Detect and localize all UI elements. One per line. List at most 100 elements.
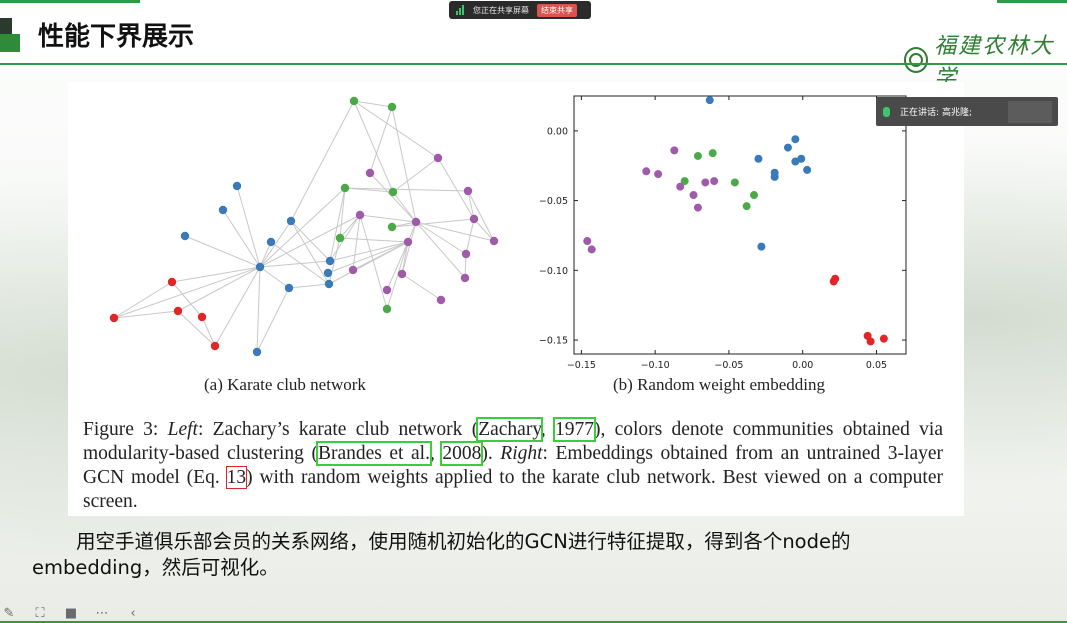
screen-share-bar: 您正在共享屏幕 结束共享 [449,1,591,19]
scatter-point [829,277,838,286]
network-edge [339,214,361,239]
network-edge [236,185,261,268]
network-node [349,96,359,106]
x-tick-label: −0.15 [567,360,596,371]
network-edge [391,218,475,228]
network-node [197,312,207,322]
scatter-point [693,203,702,212]
network-edge [392,157,439,193]
scatter-point [797,154,806,163]
network-edge [369,106,393,174]
network-edge [177,266,261,312]
speaking-label: 正在讲话: [900,108,940,118]
camera-icon[interactable]: ■ [64,605,78,621]
network-node [469,214,479,224]
bottom-accent-line [0,621,1067,623]
scatter-point [754,154,763,163]
caption-prefix: Figure 3: [83,419,168,440]
network-node [387,222,397,232]
screenshot-icon[interactable]: ⛶ [35,605,45,621]
mic-icon [883,106,890,117]
network-edge [214,266,261,347]
network-node [180,231,190,241]
pen-icon[interactable]: ✎ [3,605,15,621]
network-node [335,233,345,243]
scatter-point [670,146,679,155]
network-node [489,236,499,246]
y-tick-label: −0.15 [539,336,568,347]
speaking-indicator: 正在讲话: 高兆隆; [876,97,1058,126]
signal-icon [456,5,465,15]
network-node [382,285,392,295]
citation-link[interactable]: 1977 [552,417,596,442]
network-edge [401,241,409,275]
citation-link[interactable]: Brandes et al. [315,441,432,466]
caption-segment: ) with random weights applied to the kar… [83,467,943,512]
network-node [433,153,443,163]
network-edge [473,218,495,242]
network-edge [467,190,475,220]
network-edge [222,209,261,268]
network-edge [259,241,272,268]
network-edge [256,287,290,353]
network-node [323,268,333,278]
citation-link[interactable]: 2008 [440,441,484,466]
network-edge [339,237,409,243]
network-edge [113,281,173,319]
figure-caption-text: Figure 3: Left: Zachary’s karate club ne… [83,417,944,514]
scatter-point [866,337,875,346]
caption-segment: : Embeddings obtained from an untrained … [83,443,944,488]
network-node [355,210,365,220]
more-icon[interactable]: ⋯ [95,605,109,621]
scatter-point [701,178,710,187]
network-node [255,262,265,272]
embedding-scatter-plot: −0.15 −0.10 −0.05 0.00 0.05 0.00 −0.05 −0.10 −0.… [539,95,907,371]
network-node [325,256,335,266]
network-edge [401,221,417,275]
network-edge [352,214,361,271]
caption-b: (b) Random weight embedding [613,375,825,394]
stop-share-button[interactable]: 结束共享 [537,3,577,17]
network-edge [386,241,409,310]
network-edge [256,266,261,353]
network-edge [329,187,346,262]
scatter-point [750,191,759,200]
network-edge [328,237,341,285]
network-edge [465,218,475,255]
scatter-point [689,191,698,200]
caption-a: (a) Karate club network [204,375,366,394]
network-node [382,304,392,314]
x-tick-label: −0.10 [641,360,670,371]
x-tick-label: 0.00 [792,360,813,371]
network-edge [259,266,290,289]
network-node [210,341,220,351]
citation-link[interactable]: Zachary [476,417,543,442]
caption-segment: , [429,443,443,464]
network-edge [415,221,467,255]
network-edge [392,191,417,223]
scatter-point [710,177,719,186]
network-edge [113,266,261,319]
scatter-point [642,167,651,176]
network-edge [401,273,442,301]
equation-link[interactable]: 13 [225,466,248,489]
scatter-point [705,96,714,105]
network-edge [270,241,330,285]
network-edge [290,220,331,262]
network-node [340,183,350,193]
network-node [388,187,398,197]
slide-title: 性能下界展示 [38,22,195,52]
bottom-toolbar: ✎ ⛶ ■ ⋯ ‹ [0,603,155,623]
scatter-point [791,135,800,144]
network-edge [391,106,417,223]
description-line-2: embedding，然后可视化。 [32,556,279,579]
network-node [463,186,473,196]
scatter-point [587,245,596,254]
network-edge [290,100,355,222]
caption-segment: ), colors denote communities obtained vi… [83,419,944,464]
collapse-icon[interactable]: ‹ [130,605,136,621]
network-node [284,283,294,293]
network-node [286,216,296,226]
network-node [324,279,334,289]
network-edge [113,310,179,319]
